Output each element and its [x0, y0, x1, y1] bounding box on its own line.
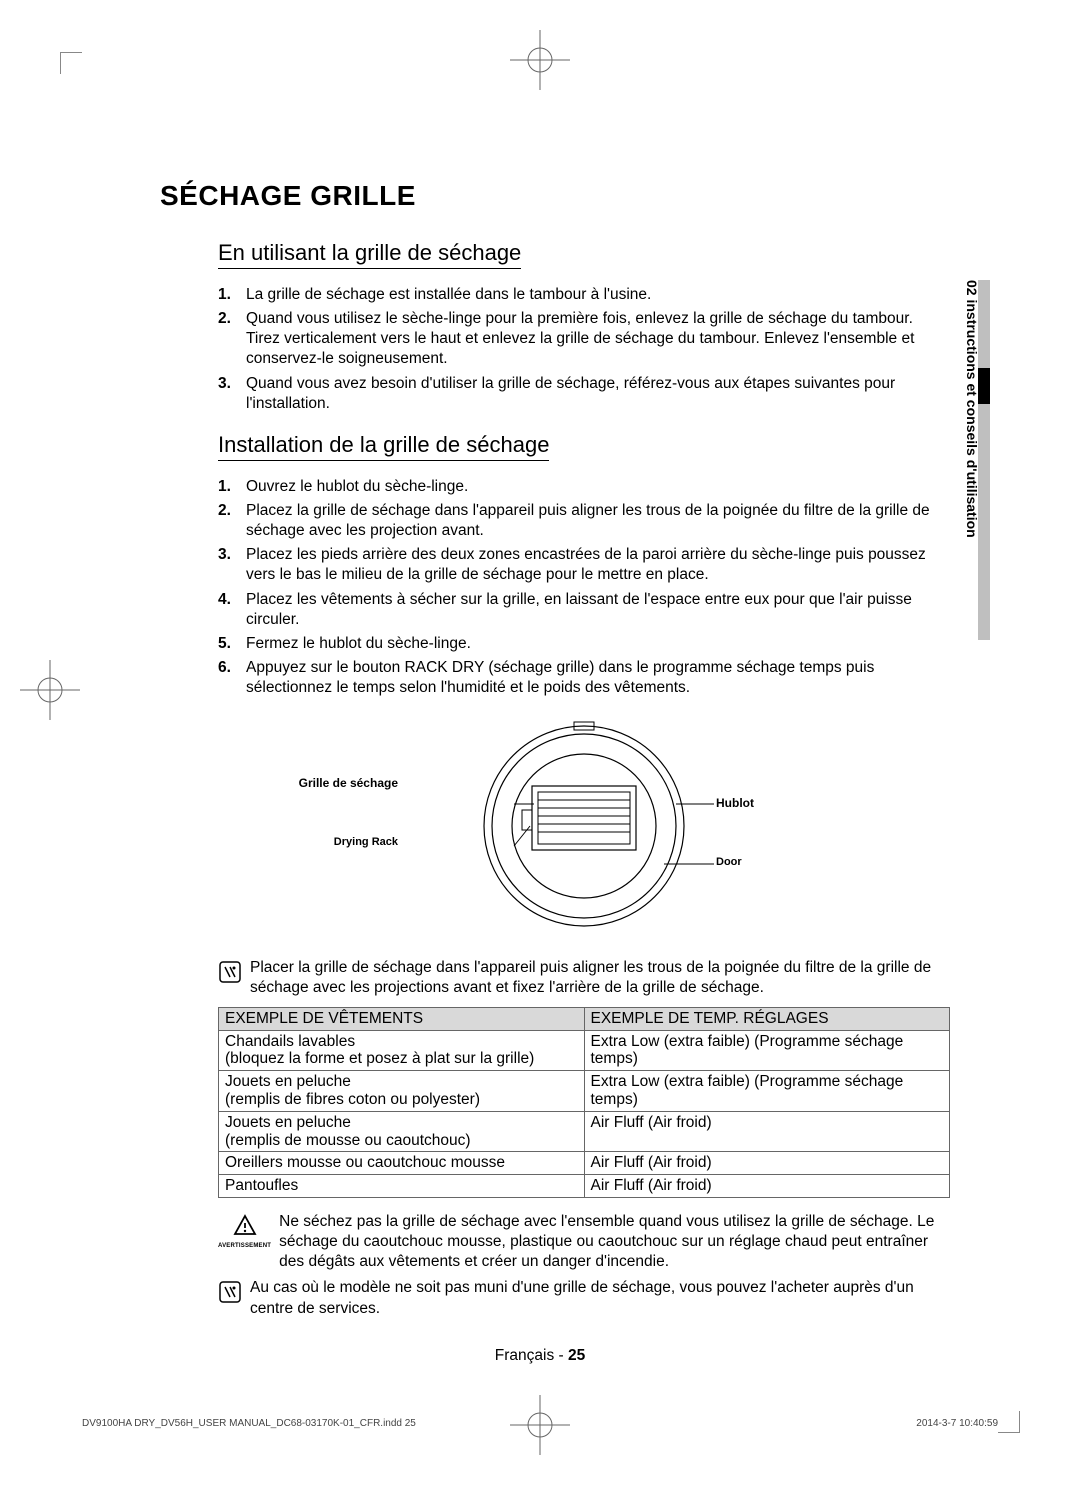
- crop-mark-tl: [60, 52, 82, 74]
- install-step: Placez les pieds arrière des deux zones …: [218, 545, 950, 585]
- table-cell: Chandails lavables (bloquez la forme et …: [219, 1030, 585, 1071]
- crop-mark-br: [998, 1411, 1020, 1433]
- page-content: SÉCHAGE GRILLE En utilisant la grille de…: [160, 180, 950, 1325]
- install-step: Placez la grille de séchage dans l'appar…: [218, 501, 950, 541]
- warning-block: AVERTISSEMENT Ne séchez pas la grille de…: [218, 1212, 950, 1272]
- install-step: Appuyez sur le bouton RACK DRY (séchage …: [218, 658, 950, 698]
- registration-mark-bottom: [510, 1395, 570, 1455]
- table-cell: Air Fluff (Air froid): [584, 1111, 950, 1152]
- note-2: Au cas où le modèle ne soit pas muni d'u…: [218, 1278, 950, 1318]
- table-cell: Air Fluff (Air froid): [584, 1175, 950, 1198]
- table-cell: Oreillers mousse ou caoutchouc mousse: [219, 1152, 585, 1175]
- side-tab-text: 02 instructions et conseils d'utilisatio…: [964, 280, 980, 538]
- registration-mark-left: [20, 660, 80, 720]
- table-row: Jouets en peluche (remplis de mousse ou …: [219, 1111, 950, 1152]
- install-step: Ouvrez le hublot du sèche-linge.: [218, 477, 950, 497]
- note-1: Placer la grille de séchage dans l'appar…: [218, 958, 950, 998]
- label-grille: Grille de séchage: [288, 776, 398, 790]
- table-cell: Extra Low (extra faible) (Programme séch…: [584, 1071, 950, 1112]
- install-step: Placez les vêtements à sécher sur la gri…: [218, 590, 950, 630]
- note-1-text: Placer la grille de séchage dans l'appar…: [250, 958, 950, 998]
- table-cell: Pantoufles: [219, 1175, 585, 1198]
- note-2-text: Au cas où le modèle ne soit pas muni d'u…: [250, 1278, 950, 1318]
- warning-label: AVERTISSEMENT: [218, 1243, 271, 1249]
- using-steps: La grille de séchage est installée dans …: [218, 285, 950, 414]
- section-using: En utilisant la grille de séchage La gri…: [218, 240, 950, 1319]
- footer-timestamp: 2014-3-7 10:40:59: [916, 1418, 998, 1429]
- using-step: Quand vous utilisez le sèche-linge pour …: [218, 309, 950, 369]
- footer-filename: DV9100HA DRY_DV56H_USER MANUAL_DC68-0317…: [82, 1418, 416, 1429]
- side-tab: 02 instructions et conseils d'utilisatio…: [964, 280, 990, 640]
- dryer-diagram: Grille de séchage Drying Rack Hublot Doo…: [218, 716, 950, 946]
- registration-mark-top: [510, 30, 570, 90]
- install-steps: Ouvrez le hublot du sèche-linge. Placez …: [218, 477, 950, 698]
- using-title: En utilisant la grille de séchage: [218, 240, 521, 269]
- note-icon: [218, 1280, 242, 1304]
- note-icon: [218, 960, 242, 984]
- label-rack: Drying Rack: [288, 836, 398, 848]
- table-row: PantouflesAir Fluff (Air froid): [219, 1175, 950, 1198]
- table-cell: Jouets en peluche (remplis de mousse ou …: [219, 1111, 585, 1152]
- page-footer: Français - 25: [0, 1347, 1080, 1365]
- table-header-row: EXEMPLE DE VÊTEMENTS EXEMPLE DE TEMP. RÉ…: [219, 1007, 950, 1030]
- label-door: Door: [716, 856, 742, 868]
- page-number: 25: [568, 1347, 585, 1364]
- table-header: EXEMPLE DE VÊTEMENTS: [219, 1007, 585, 1030]
- table-cell: Extra Low (extra faible) (Programme séch…: [584, 1030, 950, 1071]
- using-step: La grille de séchage est installée dans …: [218, 285, 950, 305]
- install-title: Installation de la grille de séchage: [218, 432, 549, 461]
- table-row: Chandails lavables (bloquez la forme et …: [219, 1030, 950, 1071]
- table-header: EXEMPLE DE TEMP. RÉGLAGES: [584, 1007, 950, 1030]
- main-title: SÉCHAGE GRILLE: [160, 180, 950, 212]
- using-step: Quand vous avez besoin d'utiliser la gri…: [218, 374, 950, 414]
- table-cell: Jouets en peluche (remplis de fibres cot…: [219, 1071, 585, 1112]
- page-lang: Français -: [495, 1347, 568, 1364]
- table-row: Oreillers mousse ou caoutchouc mousseAir…: [219, 1152, 950, 1175]
- label-hublot: Hublot: [716, 796, 754, 810]
- warning-text: Ne séchez pas la grille de séchage avec …: [279, 1212, 950, 1272]
- warning-icon: [233, 1214, 257, 1238]
- install-step: Fermez le hublot du sèche-linge.: [218, 634, 950, 654]
- dryer-illustration: [414, 716, 754, 936]
- settings-table: EXEMPLE DE VÊTEMENTS EXEMPLE DE TEMP. RÉ…: [218, 1007, 950, 1199]
- table-row: Jouets en peluche (remplis de fibres cot…: [219, 1071, 950, 1112]
- table-cell: Air Fluff (Air froid): [584, 1152, 950, 1175]
